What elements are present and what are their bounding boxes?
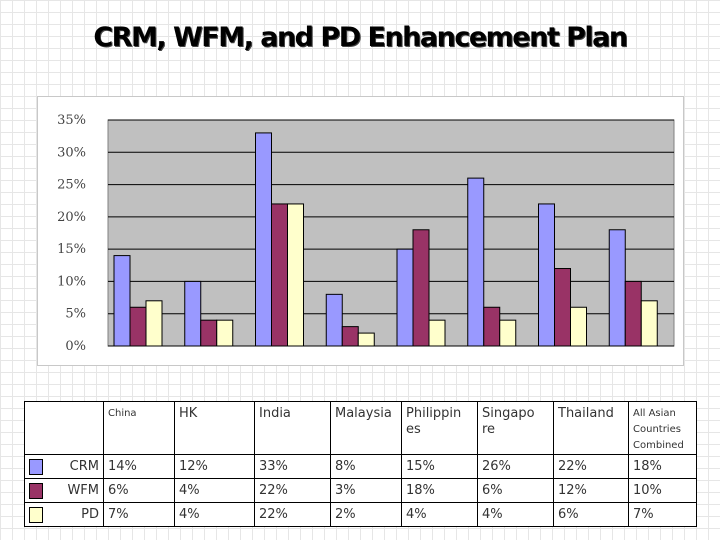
table-cell: 7% (628, 502, 697, 527)
bar-crm (538, 203, 555, 347)
data-table: China HK India Malaysia Philippin es Sin… (24, 401, 697, 527)
bar-crm (184, 280, 202, 347)
bar-crm (467, 177, 485, 347)
row-label-text: WFM (67, 483, 99, 498)
bar-chart: 0% 5% 10% 15% 20% 25% 30% 35% (57, 113, 675, 354)
header-china: China (103, 401, 175, 455)
y-tick-label: 10% (57, 274, 86, 289)
row-label-crm: CRM (24, 454, 104, 479)
table-cell: 3% (330, 478, 402, 503)
table-cell: 12% (553, 478, 629, 503)
bar-pd (287, 203, 304, 347)
table-cell: 8% (330, 454, 402, 479)
y-tick-label: 0% (65, 339, 86, 354)
header-singapore: Singapo re (477, 401, 554, 455)
table-header-row: China HK India Malaysia Philippin es Sin… (24, 401, 697, 455)
header-philippines: Philippin es (401, 401, 478, 455)
bar-wfm (200, 319, 218, 347)
header-india: India (254, 401, 331, 455)
bar-wfm (271, 203, 288, 347)
table-cell: 6% (477, 478, 554, 503)
bar-wfm (483, 306, 501, 347)
table-cell: 4% (477, 502, 554, 527)
table-cell: 4% (174, 478, 255, 503)
table-cell: 22% (254, 478, 331, 503)
pd-legend-swatch (29, 507, 43, 523)
bar-wfm (554, 268, 571, 347)
bar-crm (255, 132, 272, 347)
bar-pd (499, 319, 517, 347)
table-cell: 18% (401, 478, 478, 503)
y-tick-label: 25% (57, 178, 86, 193)
table-cell: 4% (174, 502, 255, 527)
bar-pd (640, 300, 658, 347)
table-cell: 10% (628, 478, 697, 503)
bar-wfm (624, 280, 642, 347)
bar-crm (608, 229, 626, 347)
table-row-wfm: WFM 6% 4% 22% 3% 18% 6% 12% 10% (24, 478, 697, 503)
bar-pd (357, 332, 375, 347)
y-tick-label: 20% (57, 210, 86, 225)
table-corner-cell (24, 401, 104, 455)
table-cell: 22% (254, 502, 331, 527)
table-cell: 6% (103, 478, 175, 503)
table-row-pd: PD 7% 4% 22% 2% 4% 4% 6% 7% (24, 502, 697, 527)
bar-crm (325, 293, 343, 347)
y-tick-label: 5% (65, 307, 86, 322)
table-cell: 33% (254, 454, 331, 479)
header-all-asian: All Asian Countries Combined (628, 401, 697, 455)
header-hk: HK (174, 401, 255, 455)
header-thailand: Thailand (553, 401, 629, 455)
table-cell: 14% (103, 454, 175, 479)
table-cell: 4% (401, 502, 478, 527)
table-cell: 22% (553, 454, 629, 479)
bar-wfm (412, 229, 430, 347)
row-label-pd: PD (24, 502, 104, 527)
bar-pd (145, 300, 163, 347)
bar-crm (113, 255, 131, 347)
table-cell: 7% (103, 502, 175, 527)
bar-pd (570, 306, 587, 347)
table-cell: 26% (477, 454, 554, 479)
bar-pd (428, 319, 446, 347)
y-tick-label: 15% (57, 242, 86, 257)
y-tick-label: 30% (57, 145, 86, 160)
bar-wfm (341, 326, 359, 347)
table-row-crm: CRM 14% 12% 33% 8% 15% 26% 22% 18% (24, 454, 697, 479)
crm-legend-swatch (29, 459, 43, 475)
table-cell: 6% (553, 502, 629, 527)
table-cell: 2% (330, 502, 402, 527)
slide-title: CRM, WFM, and PD Enhancement Plan (93, 22, 628, 53)
row-label-text: PD (81, 507, 99, 522)
table-cell: 15% (401, 454, 478, 479)
wfm-legend-swatch (29, 483, 43, 499)
header-malaysia: Malaysia (330, 401, 402, 455)
row-label-wfm: WFM (24, 478, 104, 503)
table-cell: 12% (174, 454, 255, 479)
chart-frame: 0% 5% 10% 15% 20% 25% 30% 35% (37, 96, 684, 366)
bar-pd (216, 319, 234, 347)
y-tick-label: 35% (57, 113, 86, 128)
row-label-text: CRM (69, 459, 99, 474)
table-cell: 18% (628, 454, 697, 479)
bar-crm (396, 248, 414, 347)
bar-wfm (129, 306, 147, 347)
